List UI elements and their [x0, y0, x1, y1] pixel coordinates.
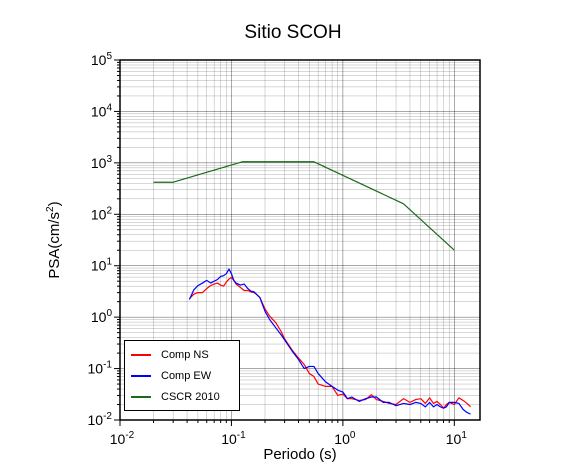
grid-lines — [119, 59, 480, 421]
x-tick-label: 101 — [446, 430, 468, 447]
series-layer — [153, 161, 472, 415]
series-line-1 — [188, 268, 471, 415]
y-tick-label: 10-2 — [88, 411, 113, 428]
y-tick-label: 10-1 — [88, 360, 113, 377]
tick-marks — [114, 59, 455, 426]
y-axis-label-base: PSA(cm/s — [46, 211, 63, 279]
y-tick-label: 101 — [91, 257, 113, 274]
y-tick-label: 105 — [91, 51, 113, 68]
legend-label-ew: Comp EW — [161, 370, 212, 382]
y-axis-label-tail: ) — [46, 201, 63, 207]
legend-swatch-cscr — [131, 396, 151, 398]
y-tick-label: 103 — [91, 154, 113, 171]
y-axis-label: PSA(cm/s2) — [45, 201, 63, 278]
x-tick-label: 10-2 — [110, 430, 135, 447]
legend-label-cscr: CSCR 2010 — [161, 391, 220, 403]
y-axis-label-exponent: 2 — [45, 206, 56, 212]
legend-item-cscr: CSCR 2010 — [131, 389, 220, 405]
series-line-2 — [153, 161, 455, 251]
series-line-0 — [189, 276, 472, 409]
legend-item-ns: Comp NS — [131, 347, 209, 363]
y-tick-label: 104 — [91, 102, 113, 119]
legend-label-ns: Comp NS — [161, 349, 209, 361]
legend-item-ew: Comp EW — [131, 368, 211, 384]
y-tick-label: 100 — [91, 308, 113, 325]
plot-frame — [119, 59, 481, 421]
legend-swatch-ns — [131, 354, 151, 356]
y-tick-label: 102 — [91, 205, 113, 222]
tick-labels: 10-2 10-1 100 101 10-2 10-1 100 101 102 103 104 105 — [88, 51, 468, 447]
chart-title: Sitio SCOH — [244, 22, 342, 43]
x-tick-label: 10-1 — [221, 430, 246, 447]
legend: Comp NS Comp EW CSCR 2010 — [124, 340, 240, 411]
legend-swatch-ew — [131, 375, 151, 377]
x-tick-label: 100 — [334, 430, 356, 447]
x-axis-label: Periodo (s) — [263, 446, 337, 463]
